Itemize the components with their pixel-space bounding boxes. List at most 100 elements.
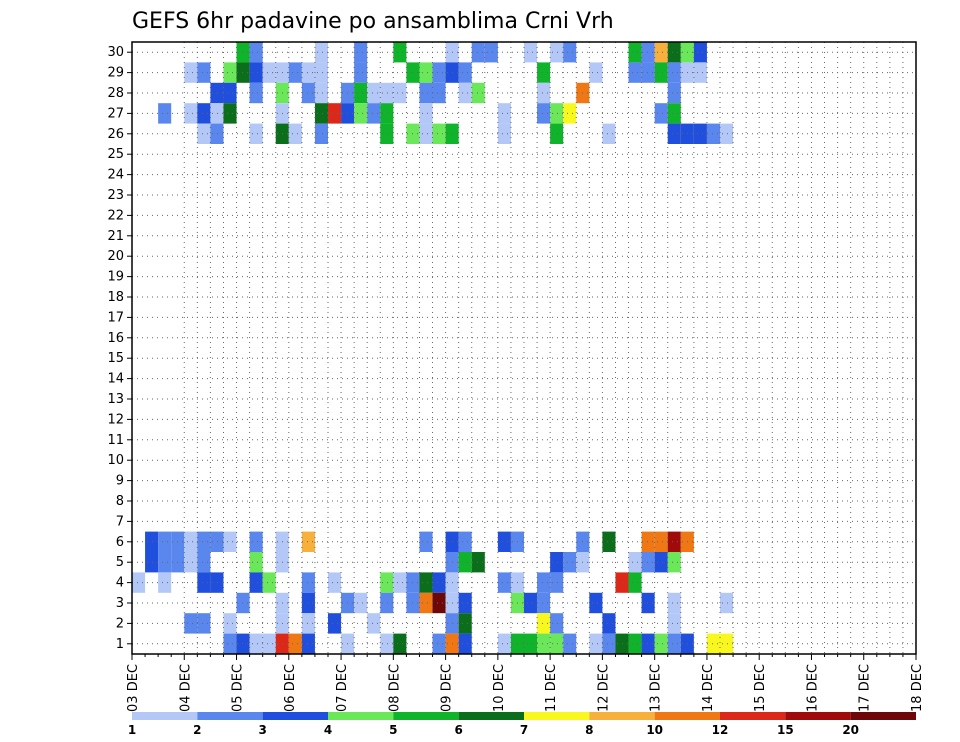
heatmap-cell bbox=[210, 103, 224, 124]
heatmap-cell bbox=[288, 123, 302, 144]
heatmap-cell bbox=[720, 592, 734, 614]
legend-label: 2 bbox=[193, 723, 201, 737]
x-tick-label: 09 DEC bbox=[440, 664, 455, 712]
heatmap-cell bbox=[419, 531, 433, 552]
heatmap-cell bbox=[419, 572, 433, 593]
legend-label: 7 bbox=[520, 723, 528, 737]
heatmap-cell bbox=[380, 103, 394, 124]
heatmap-cell bbox=[223, 103, 237, 124]
y-tick-label: 5 bbox=[116, 555, 124, 570]
y-tick-label: 9 bbox=[116, 474, 124, 489]
heatmap-cell bbox=[197, 103, 211, 124]
heatmap-cell bbox=[249, 633, 263, 654]
heatmap-cell bbox=[641, 42, 655, 63]
heatmap-cell bbox=[314, 82, 328, 104]
heatmap-cell bbox=[419, 82, 433, 104]
heatmap-cell bbox=[249, 531, 263, 552]
y-tick-label: 22 bbox=[107, 208, 124, 223]
heatmap-cell bbox=[497, 531, 511, 552]
y-tick-label: 29 bbox=[107, 66, 124, 81]
heatmap-cell bbox=[524, 592, 538, 614]
heatmap-cells bbox=[132, 42, 734, 654]
heatmap-cell bbox=[589, 633, 603, 654]
y-tick-label: 3 bbox=[116, 596, 124, 611]
heatmap-cell bbox=[249, 572, 263, 593]
x-tick-label: 10 DEC bbox=[492, 664, 507, 712]
heatmap-cell bbox=[667, 123, 681, 144]
legend-label: 6 bbox=[454, 723, 462, 737]
legend-label: 4 bbox=[324, 723, 332, 737]
heatmap-cell bbox=[223, 62, 237, 83]
heatmap-cell bbox=[524, 633, 538, 654]
x-tick-label: 04 DEC bbox=[178, 664, 193, 712]
heatmap-cell bbox=[301, 531, 315, 552]
heatmap-cell bbox=[262, 62, 276, 83]
heatmap-cell bbox=[249, 82, 263, 104]
heatmap-cell bbox=[432, 82, 446, 104]
heatmap-cell bbox=[301, 613, 315, 634]
heatmap-cell bbox=[641, 62, 655, 83]
heatmap-cell bbox=[210, 531, 224, 552]
heatmap-cell bbox=[197, 572, 211, 593]
x-tick-label: 07 DEC bbox=[335, 664, 350, 712]
heatmap-cell bbox=[288, 62, 302, 83]
y-axis: 1234567891011121314151617181920212223242… bbox=[107, 45, 132, 652]
heatmap-cell bbox=[184, 613, 198, 634]
y-tick-label: 14 bbox=[107, 372, 124, 387]
heatmap-cell bbox=[654, 531, 668, 552]
heatmap-cell bbox=[249, 552, 263, 573]
heatmap-cell bbox=[628, 572, 642, 593]
gridlines bbox=[132, 42, 916, 654]
legend-swatch bbox=[458, 712, 524, 720]
heatmap-cell bbox=[667, 613, 681, 634]
heatmap-cell bbox=[210, 123, 224, 144]
y-tick-label: 4 bbox=[116, 576, 124, 591]
heatmap-cell bbox=[550, 552, 564, 573]
heatmap-cell bbox=[236, 62, 250, 83]
legend-swatch bbox=[132, 712, 198, 720]
x-tick-label: 14 DEC bbox=[701, 664, 716, 712]
heatmap-cell bbox=[550, 613, 564, 634]
heatmap-cell bbox=[537, 82, 551, 104]
heatmap-cell bbox=[550, 633, 564, 654]
heatmap-cell bbox=[458, 62, 472, 83]
heatmap-cell bbox=[223, 633, 237, 654]
heatmap-cell bbox=[654, 103, 668, 124]
heatmap-cell bbox=[641, 592, 655, 614]
heatmap-cell bbox=[693, 123, 707, 144]
heatmap-cell bbox=[210, 572, 224, 593]
heatmap-cell bbox=[223, 613, 237, 634]
legend-label: 3 bbox=[258, 723, 266, 737]
legend-swatch bbox=[720, 712, 786, 720]
heatmap-cell bbox=[628, 552, 642, 573]
legend-label: 8 bbox=[585, 723, 593, 737]
heatmap-cell bbox=[367, 103, 381, 124]
heatmap-cell bbox=[706, 633, 720, 654]
heatmap-cell bbox=[667, 592, 681, 614]
heatmap-cell bbox=[184, 103, 198, 124]
heatmap-cell bbox=[667, 42, 681, 63]
heatmap-cell bbox=[458, 613, 472, 634]
heatmap-cell bbox=[393, 42, 407, 63]
heatmap-cell bbox=[628, 42, 642, 63]
y-tick-label: 10 bbox=[107, 453, 124, 468]
legend-swatch bbox=[197, 712, 263, 720]
y-tick-label: 28 bbox=[107, 86, 124, 101]
heatmap-cell bbox=[458, 82, 472, 104]
heatmap-cell bbox=[667, 552, 681, 573]
heatmap-cell bbox=[145, 531, 159, 552]
heatmap-cell bbox=[537, 613, 551, 634]
heatmap-cell bbox=[471, 552, 485, 573]
heatmap-cell bbox=[367, 82, 381, 104]
x-tick-label: 03 DEC bbox=[126, 664, 141, 712]
heatmap-cell bbox=[301, 62, 315, 83]
y-tick-label: 16 bbox=[107, 331, 124, 346]
heatmap-cell bbox=[458, 633, 472, 654]
heatmap-cell bbox=[380, 82, 394, 104]
x-tick-label: 13 DEC bbox=[649, 664, 664, 712]
heatmap-cell bbox=[419, 123, 433, 144]
heatmap-cell bbox=[197, 531, 211, 552]
heatmap-cell bbox=[550, 42, 564, 63]
heatmap-cell bbox=[197, 123, 211, 144]
heatmap-cell bbox=[432, 633, 446, 654]
